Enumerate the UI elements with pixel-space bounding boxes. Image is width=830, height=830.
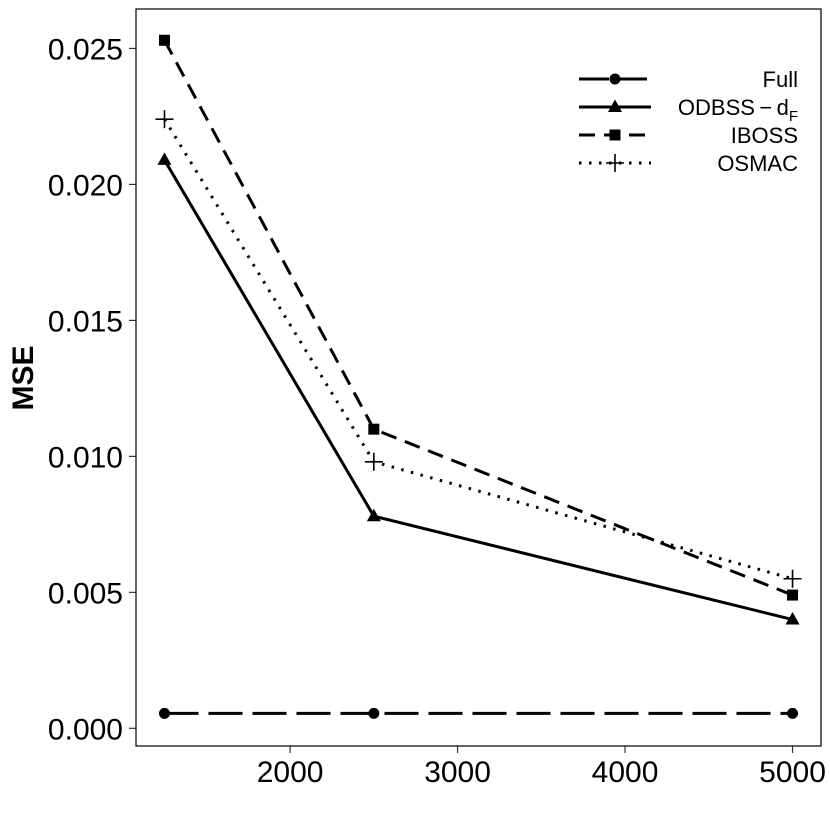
legend-item: ODBSS − dF <box>579 95 798 125</box>
legend-label-text: OSMAC <box>717 151 798 176</box>
legend-marker <box>606 154 624 172</box>
x-tick-label: 2000 <box>257 756 324 789</box>
x-tick-label: 3000 <box>424 756 491 789</box>
legend-label: OSMAC <box>717 151 798 176</box>
legend-label: ODBSS − dF <box>678 95 798 125</box>
data-point-marker <box>364 452 383 471</box>
legend-label: IBOSS <box>731 123 798 148</box>
legend-marker <box>609 129 621 141</box>
legend-label-text: IBOSS <box>731 123 798 148</box>
data-point-marker <box>785 612 800 625</box>
data-point-marker <box>157 152 172 165</box>
legend-marker <box>608 99 622 112</box>
data-point-marker <box>366 508 381 522</box>
data-point-marker <box>783 569 802 588</box>
y-tick-label: 0.005 <box>48 577 123 610</box>
data-point-marker <box>368 707 380 719</box>
y-tick-label: 0.010 <box>48 441 123 474</box>
y-axis: 0.000 0.005 0.010 0.015 0.020 0.025 <box>48 33 136 746</box>
series-line <box>163 118 793 581</box>
series-full <box>158 707 799 719</box>
legend-marker <box>609 73 621 85</box>
y-tick-label: 0.020 <box>48 169 123 202</box>
legend-label-text: Full <box>763 67 798 92</box>
x-tick-label: 5000 <box>759 756 826 789</box>
data-point-marker <box>158 707 170 719</box>
y-tick-label: 0.015 <box>48 305 123 338</box>
y-tick-label: 0.025 <box>48 33 123 66</box>
legend-item: Full <box>579 67 798 92</box>
series-line <box>163 159 793 621</box>
data-point-marker <box>787 589 799 601</box>
y-tick-label: 0.000 <box>48 713 123 746</box>
data-point-marker <box>368 423 380 435</box>
x-tick-label: 4000 <box>592 756 659 789</box>
series-iboss <box>158 34 799 601</box>
legend-item: OSMAC <box>579 151 798 176</box>
plot-frame <box>135 8 822 747</box>
data-point-marker <box>155 110 174 129</box>
x-axis: 2000 3000 4000 5000 <box>257 746 826 789</box>
data-point-marker <box>158 34 170 46</box>
legend-label: Full <box>763 67 798 92</box>
legend-label-subscript: F <box>789 108 798 125</box>
series-layer <box>155 34 802 719</box>
data-point-marker <box>787 707 799 719</box>
series-osmac <box>155 110 802 588</box>
legend-label-text: ODBSS − d <box>678 95 789 120</box>
series-odbss-df <box>157 152 800 625</box>
y-axis-title: MSE <box>7 345 40 410</box>
legend-item: IBOSS <box>579 123 798 148</box>
